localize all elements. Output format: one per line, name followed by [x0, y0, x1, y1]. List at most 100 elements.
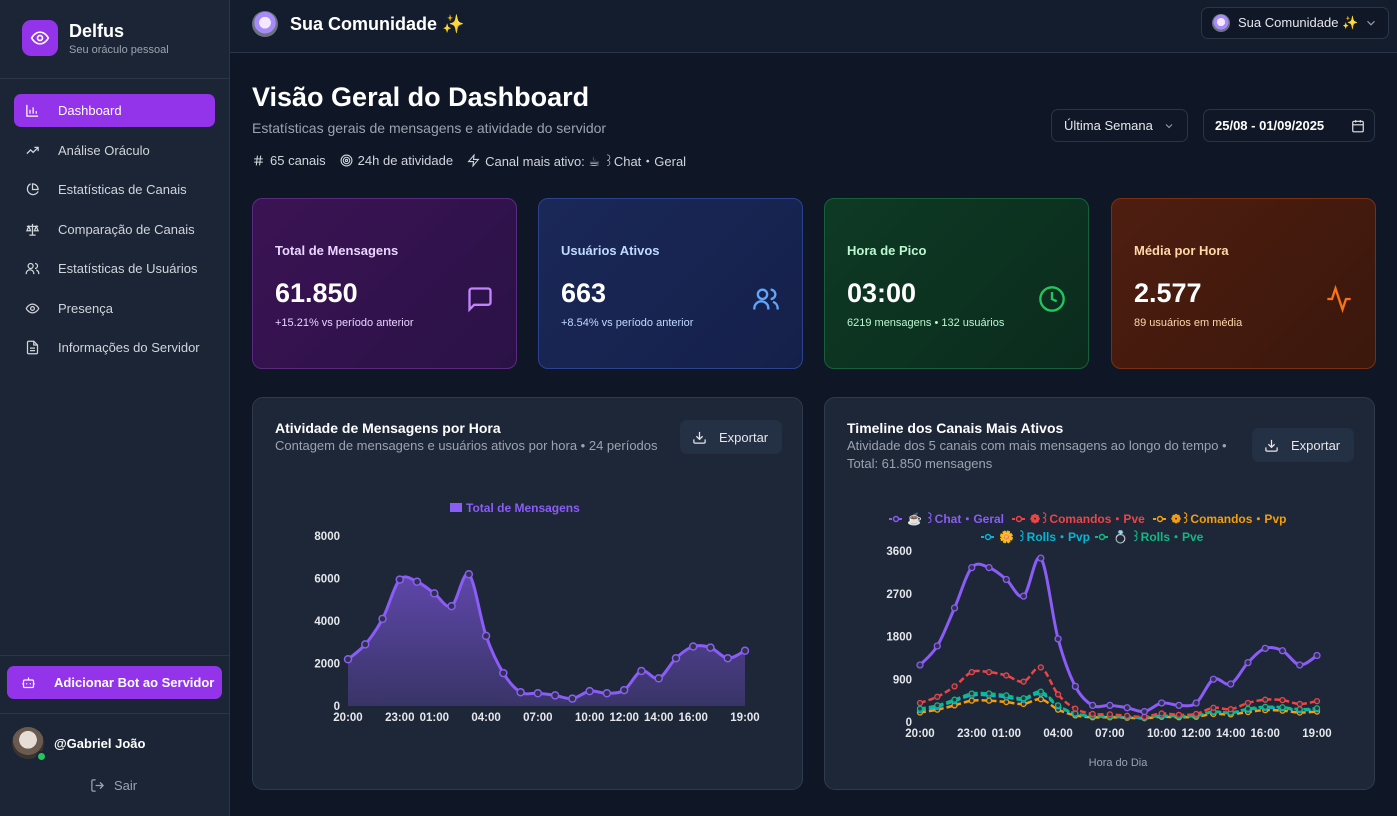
data-point [934, 702, 941, 709]
data-point [516, 687, 525, 697]
data-point [1175, 711, 1183, 719]
data-point [1279, 704, 1286, 711]
card-title: Média por Hora [1134, 243, 1229, 258]
card-subtitle: 89 usuários em média [1134, 317, 1243, 329]
data-point [968, 690, 975, 697]
x-tick-label: 01:00 [420, 712, 449, 724]
x-tick-label: 12:00 [609, 712, 638, 724]
card-title: Hora de Pico [847, 243, 927, 258]
lightning-icon [467, 154, 480, 167]
y-tick-label: 900 [893, 674, 912, 686]
data-point [968, 563, 976, 572]
scale-icon [25, 223, 40, 236]
y-tick-label: 0 [334, 701, 340, 713]
data-point [985, 697, 993, 704]
card-subtitle: +15.21% vs período anterior [275, 317, 414, 329]
data-point [968, 697, 975, 704]
data-point [1262, 696, 1269, 703]
sidebar-item-informacoes-servidor[interactable]: Informações do Servidor [14, 331, 215, 364]
legend-label: Total de Mensagens [466, 501, 580, 515]
stat-card-active-users: Usuários Ativos 663 +8.54% vs período an… [538, 198, 803, 369]
data-point [740, 646, 750, 655]
data-point [951, 696, 958, 703]
pie-chart-icon [26, 183, 39, 196]
users-icon [25, 262, 40, 275]
channel-count: 65 canais [270, 153, 326, 168]
period-select-label: Última Semana [1064, 118, 1153, 133]
data-point [951, 683, 958, 690]
x-tick-label: 23:00 [385, 712, 414, 724]
add-bot-button[interactable]: Adicionar Bot ao Servidor [7, 666, 222, 699]
period-select[interactable]: Última Semana [1051, 109, 1188, 142]
download-icon [1265, 439, 1278, 452]
sidebar-item-estatisticas-canais[interactable]: Estatísticas de Canais [14, 173, 215, 206]
sidebar-item-dashboard[interactable]: Dashboard [14, 94, 215, 127]
data-point [1106, 701, 1114, 710]
data-point [568, 694, 577, 703]
data-point [1054, 635, 1062, 643]
x-tick-label: 20:00 [905, 728, 934, 740]
sidebar-item-presenca[interactable]: Presença [14, 292, 215, 325]
data-point [343, 655, 353, 664]
x-tick-label: 10:00 [575, 712, 604, 724]
y-tick-label: 2000 [314, 659, 340, 671]
y-tick-label: 0 [906, 717, 912, 729]
legend-marker [892, 515, 900, 523]
date-range-picker[interactable]: 25/08 - 01/09/2025 [1203, 109, 1375, 142]
sidebar-item-comparacao-canais[interactable]: Comparação de Canais [14, 213, 215, 246]
logout-icon [91, 779, 105, 792]
legend-label: 🌼 ꒱Rolls・Pvp [999, 530, 1090, 544]
sidebar-item-label: Análise Oráculo [58, 142, 150, 158]
x-tick-label: 19:00 [1302, 728, 1331, 740]
sidebar-item-analise-oraculo[interactable]: Análise Oráculo [14, 134, 215, 167]
data-point [1037, 554, 1045, 562]
data-point [1262, 703, 1269, 710]
data-point [985, 690, 993, 697]
data-point [1020, 678, 1027, 685]
server-select[interactable]: Sua Comunidade ✨ [1201, 7, 1389, 39]
card-value: 2.577 [1134, 278, 1202, 308]
logout-button[interactable]: Sair [90, 778, 137, 793]
card-value: 03:00 [847, 278, 917, 308]
legend-swatch [450, 503, 462, 512]
card-value: 663 [561, 278, 607, 308]
data-point [412, 577, 422, 586]
data-point [1261, 644, 1269, 653]
brand[interactable]: Delfus Seu oráculo pessoal [22, 20, 169, 56]
sidebar-divider [0, 78, 229, 79]
legend-label: ❁꒱Comandos・Pvp [1171, 512, 1286, 526]
data-point [933, 642, 941, 650]
data-point [499, 668, 508, 678]
data-point [1158, 699, 1166, 707]
data-point [1158, 710, 1165, 717]
users-icon [753, 288, 779, 310]
data-point [1088, 701, 1097, 710]
server-select-label: Sua Comunidade ✨ [1238, 15, 1359, 30]
data-point [1054, 691, 1062, 698]
y-tick-label: 3600 [886, 546, 912, 558]
add-bot-label: Adicionar Bot ao Servidor [54, 675, 215, 690]
data-point [1279, 696, 1286, 704]
calendar-icon [1352, 120, 1364, 133]
channel-timeline-chart: ☕ ꒱Chat・Geral ❁꒱Comandos・Pve ❁꒱Comandos・Pv… [886, 511, 1331, 769]
export-button[interactable]: Exportar [680, 420, 783, 454]
activity-window: 24h de atividade [357, 153, 454, 168]
export-button[interactable]: Exportar [1252, 428, 1355, 462]
page-title: Visão Geral do Dashboard [252, 82, 590, 112]
user-profile[interactable]: @Gabriel João [12, 727, 145, 762]
sidebar-item-label: Estatísticas de Canais [58, 182, 187, 197]
x-tick-label: 16:00 [679, 712, 708, 724]
export-label: Exportar [719, 429, 769, 445]
data-point [1072, 705, 1079, 712]
sidebar-item-estatisticas-usuarios[interactable]: Estatísticas de Usuários [14, 252, 215, 285]
server-title-text: Sua Comunidade ✨ [290, 13, 465, 34]
data-point [723, 653, 732, 663]
server-avatar-icon [252, 11, 278, 37]
x-tick-label: 04:00 [471, 712, 500, 724]
data-point [1193, 710, 1200, 718]
data-point [430, 589, 439, 598]
sidebar-nav: Dashboard Análise Oráculo Estatísticas d… [14, 94, 215, 371]
data-point [481, 631, 491, 641]
y-tick-label: 8000 [314, 531, 340, 543]
channel-timeline-panel: Timeline dos Canais Mais Ativos Atividad… [824, 397, 1375, 790]
